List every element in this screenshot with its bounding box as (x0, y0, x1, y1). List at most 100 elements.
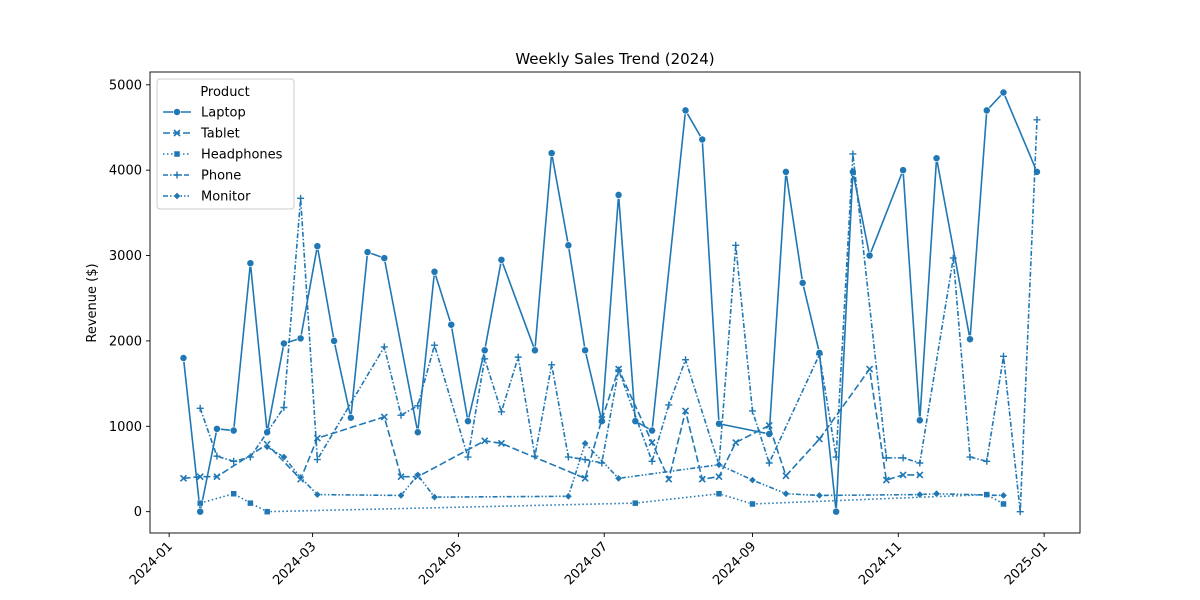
data-point-monitor (915, 490, 924, 499)
data-point-laptop (196, 507, 205, 516)
data-point-tablet (815, 435, 823, 443)
data-point-laptop (179, 354, 188, 362)
data-point-laptop (932, 154, 941, 163)
data-point-phone (464, 453, 472, 461)
data-point-laptop (698, 135, 707, 144)
data-point-monitor (781, 489, 790, 498)
y-tick-label: 4000 (109, 164, 142, 179)
data-point-phone (297, 194, 305, 202)
data-point-tablet (581, 474, 589, 482)
data-point-phone (748, 407, 756, 415)
data-point-phone (497, 408, 505, 416)
data-point-monitor (313, 490, 322, 499)
data-point-laptop (966, 335, 974, 344)
legend-marker-monitor (173, 192, 181, 200)
series-phone (196, 116, 1041, 516)
data-point-monitor (581, 439, 590, 448)
legend-marker-headphones (173, 150, 181, 158)
data-point-laptop (497, 255, 506, 264)
data-point-phone (380, 343, 388, 351)
data-point-tablet (665, 475, 673, 483)
y-axis-title: Revenue ($) (85, 263, 100, 342)
data-point-laptop (915, 416, 924, 425)
data-point-laptop (447, 320, 456, 329)
y-tick-label: 0 (134, 505, 142, 520)
y-tick-label: 3000 (109, 249, 142, 264)
data-point-monitor (999, 491, 1008, 500)
data-point-phone (581, 456, 589, 464)
legend-box (156, 78, 295, 210)
data-point-phone (832, 453, 840, 461)
data-point-tablet (765, 421, 773, 429)
data-point-phone (899, 454, 907, 462)
data-point-phone (682, 356, 690, 364)
data-point-phone (246, 453, 254, 461)
series-monitor (263, 439, 1008, 502)
data-point-laptop (330, 336, 339, 345)
data-point-phone (732, 241, 740, 249)
data-point-tablet (481, 437, 489, 445)
data-point-laptop (363, 248, 372, 257)
data-point-headphones (230, 490, 237, 497)
legend-label-tablet: Tablet (200, 127, 240, 142)
data-point-phone (1033, 116, 1041, 124)
data-point-phone (648, 457, 656, 465)
plot-area (179, 88, 1041, 516)
data-point-laptop (296, 334, 305, 343)
data-point-tablet (213, 473, 221, 481)
data-point-phone (514, 353, 522, 361)
y-tick-label: 5000 (109, 78, 142, 93)
data-point-tablet (882, 476, 890, 484)
data-point-phone (280, 404, 288, 412)
data-point-laptop (413, 428, 422, 437)
data-point-tablet (715, 473, 723, 481)
data-point-phone (213, 452, 221, 460)
data-point-headphones (247, 499, 254, 507)
data-point-headphones (1000, 500, 1007, 508)
data-point-phone (548, 361, 556, 369)
data-point-phone (815, 351, 823, 359)
data-point-tablet (648, 438, 656, 447)
data-point-monitor (715, 460, 723, 469)
data-point-laptop (865, 251, 874, 260)
data-point-phone (882, 454, 890, 462)
data-point-phone (430, 341, 438, 349)
data-point-tablet (380, 413, 388, 421)
data-point-phone (665, 401, 673, 409)
data-point-phone (196, 404, 204, 412)
legend-item-tablet: Tablet (163, 127, 240, 142)
data-point-laptop (464, 417, 472, 426)
data-point-phone (397, 411, 405, 419)
legend-label-laptop: Laptop (201, 106, 246, 121)
data-point-laptop (530, 346, 539, 355)
data-point-monitor (748, 476, 757, 485)
data-point-laptop (380, 254, 389, 263)
data-point-laptop (781, 167, 790, 176)
data-point-tablet (179, 474, 188, 482)
data-point-laptop (899, 166, 908, 175)
data-point-tablet (681, 407, 690, 415)
legend-label-headphones: Headphones (201, 148, 283, 163)
data-point-monitor (564, 492, 573, 501)
legend-title: Product (200, 85, 249, 100)
data-point-headphones (632, 499, 639, 507)
legend-item-monitor: Monitor (163, 190, 251, 205)
data-point-laptop (681, 106, 690, 115)
data-point-tablet (497, 439, 506, 447)
data-point-monitor (932, 489, 941, 498)
data-point-headphones (196, 499, 204, 507)
data-point-phone (949, 254, 957, 262)
data-point-phone (414, 402, 422, 410)
data-point-phone (615, 366, 623, 374)
data-point-laptop (279, 339, 288, 348)
legend-marker-laptop (173, 108, 181, 116)
data-point-monitor (815, 491, 824, 500)
series-line-laptop (182, 91, 1038, 513)
data-point-laptop (564, 241, 573, 250)
data-point-monitor (614, 474, 623, 483)
data-point-laptop (246, 259, 255, 268)
data-point-laptop (430, 267, 439, 276)
data-point-phone (916, 459, 924, 467)
data-point-headphones (715, 490, 723, 497)
data-point-phone (564, 453, 572, 461)
